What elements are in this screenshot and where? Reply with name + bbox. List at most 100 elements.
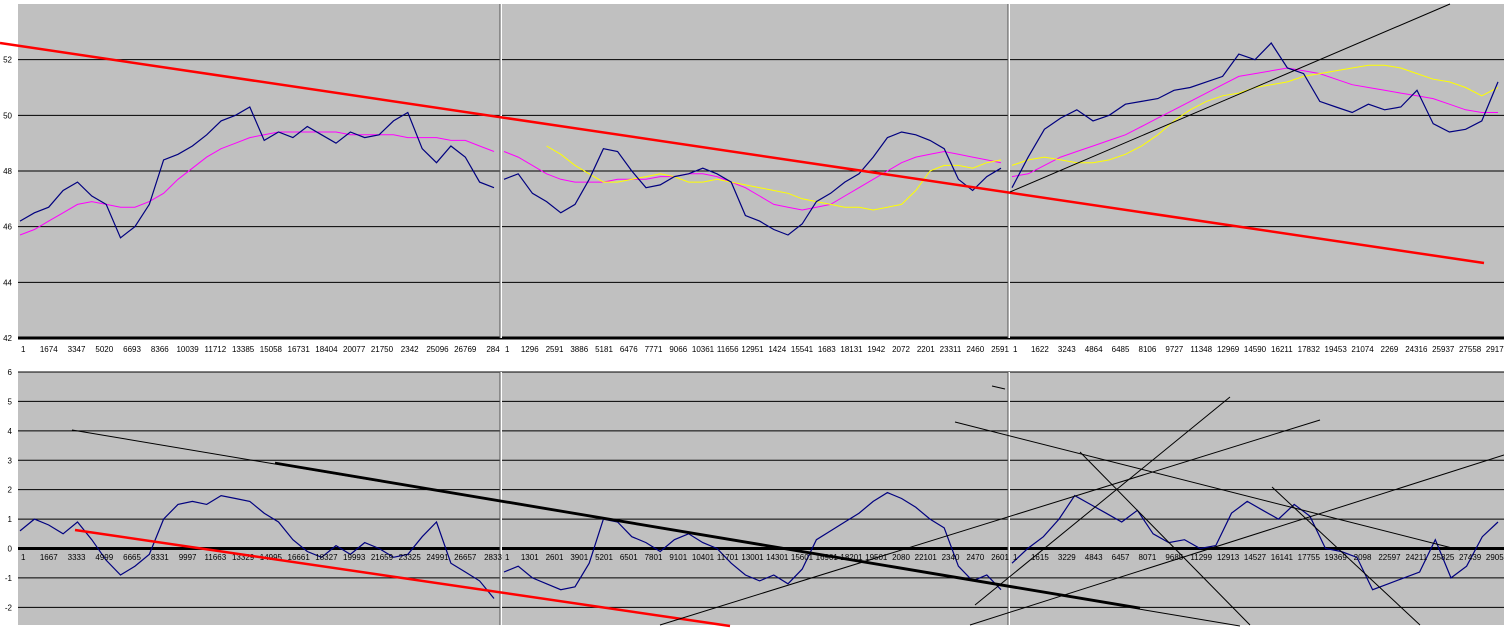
x-tick-label: 7771: [645, 345, 663, 354]
x-tick-label: 2601: [546, 553, 564, 562]
x-tick-label: 12913: [1217, 553, 1240, 562]
trend-line-red: [0, 41, 1485, 265]
price-line: [503, 491, 1002, 591]
x-tick-label: 19993: [343, 553, 366, 562]
x-tick-label: 14527: [1244, 553, 1267, 562]
x-tick-label: 16141: [1271, 553, 1294, 562]
panel-separator: [1008, 4, 1010, 338]
x-tick-label: 4864: [1085, 345, 1103, 354]
x-tick-label: 5201: [595, 553, 613, 562]
x-tick-label: 2201: [917, 345, 935, 354]
x-tick-label: 3347: [68, 345, 86, 354]
x-tick-label: 3229: [1058, 553, 1076, 562]
price-line: [19, 106, 495, 239]
x-tick-label: 2072: [892, 345, 910, 354]
x-tick-label: 4843: [1085, 553, 1103, 562]
trend-line-black: [1079, 451, 1251, 626]
moving-average-magenta-line: [503, 150, 1002, 211]
x-tick-label: 11663: [205, 553, 227, 562]
x-tick-label: 1296: [521, 345, 539, 354]
x-tick-label: 2470: [966, 553, 984, 562]
moving-average-magenta-line: [1011, 67, 1498, 178]
x-tick-label: 27558: [1459, 345, 1482, 354]
y-tick-label: 0: [8, 545, 13, 554]
x-tick-label: 2080: [892, 553, 910, 562]
x-tick-label: 29053: [1486, 553, 1504, 562]
x-tick-label: 27439: [1459, 553, 1482, 562]
x-tick-label: 1942: [867, 345, 885, 354]
x-tick-label: 11656: [717, 345, 739, 354]
trend-line-black: [969, 454, 1504, 626]
x-tick-label: 2601: [991, 553, 1009, 562]
x-tick-label: 25096: [426, 345, 449, 354]
x-tick-label: 8106: [1139, 345, 1157, 354]
x-tick-label: 1667: [40, 553, 58, 562]
trend-line-black-thick: [274, 461, 1141, 610]
x-tick-label: 6501: [620, 553, 638, 562]
x-tick-label: 24211: [1406, 553, 1428, 562]
x-tick-label: 8331: [151, 553, 169, 562]
y-tick-label: 44: [3, 278, 12, 287]
x-tick-label: 10401: [692, 553, 715, 562]
x-tick-label: 21659: [371, 553, 394, 562]
price-line: [1011, 42, 1499, 188]
x-tick-label: 9727: [1165, 345, 1183, 354]
panel-separator: [500, 4, 502, 338]
x-tick-label: 21074: [1351, 345, 1374, 354]
x-tick-label: 17832: [1298, 345, 1321, 354]
panel-separator: [500, 372, 502, 625]
x-tick-label: 1: [1013, 553, 1018, 562]
x-tick-label: 16661: [288, 553, 311, 562]
y-tick-label: 1: [8, 515, 13, 524]
y-tick-label: 48: [3, 167, 12, 176]
x-tick-label: 13385: [232, 345, 255, 354]
x-tick-label: 12969: [1217, 345, 1240, 354]
x-tick-label: 24316: [1405, 345, 1428, 354]
x-tick-label: 4999: [95, 553, 113, 562]
x-tick-label: 6665: [123, 553, 141, 562]
x-tick-label: 3901: [570, 553, 588, 562]
plot-area: [18, 372, 1504, 625]
x-tick-label: 2460: [966, 345, 984, 354]
x-tick-label: 8366: [151, 345, 169, 354]
x-tick-label: 11299: [1190, 553, 1212, 562]
x-tick-label: 1: [505, 345, 510, 354]
x-tick-label: 8071: [1139, 553, 1157, 562]
x-tick-label: 1: [21, 345, 26, 354]
x-tick-label: 25937: [1432, 345, 1455, 354]
x-tick-label: 284: [486, 345, 500, 354]
x-tick-label: 2340: [942, 553, 960, 562]
x-tick-label: 6476: [620, 345, 638, 354]
trend-line-red: [74, 528, 731, 628]
x-tick-label: 5181: [595, 345, 613, 354]
x-tick-label: 18327: [315, 553, 338, 562]
x-tick-label: 10039: [176, 345, 199, 354]
trend-line-black: [1009, 3, 1451, 193]
moving-average-yellow-line: [546, 145, 1002, 211]
x-tick-label: 15601: [791, 553, 814, 562]
x-tick-label: 13001: [741, 553, 764, 562]
trend-line-black: [974, 396, 1231, 606]
x-tick-label: 14301: [766, 553, 789, 562]
x-tick-label: 15058: [260, 345, 283, 354]
x-tick-label: 9066: [669, 345, 687, 354]
x-tick-label: 1622: [1031, 345, 1049, 354]
price-line: [503, 131, 1002, 236]
x-tick-label: 11712: [205, 345, 227, 354]
y-tick-label: -1: [5, 574, 13, 583]
x-tick-label: 22101: [915, 553, 938, 562]
x-tick-label: 5020: [95, 345, 113, 354]
x-tick-label: 7801: [645, 553, 663, 562]
x-tick-label: 25825: [1432, 553, 1455, 562]
y-tick-label: 3: [8, 456, 13, 465]
x-tick-label: 3243: [1058, 345, 1076, 354]
y-tick-label: 4: [8, 427, 13, 436]
x-tick-label: 18131: [840, 345, 863, 354]
x-tick-label: 16731: [288, 345, 311, 354]
panel-separator: [1008, 372, 1010, 625]
trend-line-black: [991, 385, 1006, 390]
x-tick-label: 18404: [315, 345, 338, 354]
x-tick-label: 19453: [1325, 345, 1348, 354]
